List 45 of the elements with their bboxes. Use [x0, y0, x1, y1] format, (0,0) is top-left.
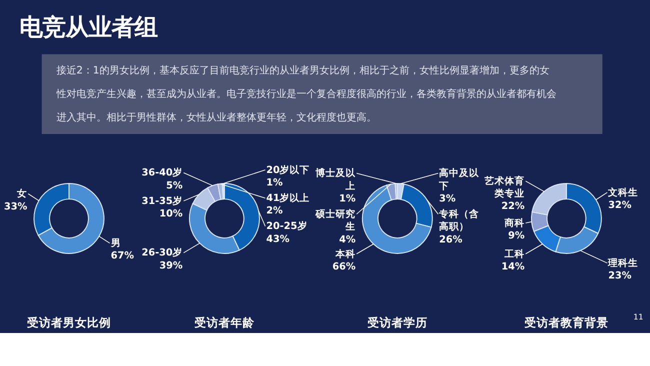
data-label: 67%: [110, 250, 134, 262]
slice-label: 理科生: [607, 256, 638, 269]
text: 受访者男女比例: [26, 315, 111, 330]
data-label: 2%: [266, 206, 283, 217]
data-label: 66%: [332, 261, 356, 272]
data-label: 9%: [508, 230, 525, 242]
slice-label: 20岁以下: [266, 164, 310, 176]
donut-slice: [362, 184, 432, 254]
slice-label: 36-40岁: [142, 166, 183, 179]
data-label: 23%: [608, 270, 632, 282]
data-label: 5%: [166, 180, 183, 192]
slice-label: 硕士研究生: [314, 208, 356, 233]
text: 接近2：1的男女比例，基本反应了目前电竞行业的从业者男女比例，相比于之前，女性比例显著增加，更多的女性对电竞产生兴趣，甚至成为从业者。电子竞技行业是一个复合程度很高的行业，各类教育背景的从业者都有机会进入其中。相比于男性群体，女性从业者整体更年轻，文化程度也更高。: [56, 66, 556, 124]
slice-label: 31-35岁: [142, 194, 183, 207]
text: 电竞从业者组: [19, 14, 158, 41]
slice-label: 女: [16, 188, 28, 200]
slice-label: 高中及以下: [438, 167, 480, 192]
data-label: 22%: [501, 201, 525, 212]
text: 受访者学历: [366, 315, 428, 330]
slice-label: 商科: [504, 216, 525, 229]
data-label: 32%: [608, 200, 632, 211]
data-label: 4%: [339, 234, 356, 246]
data-label: 26%: [439, 234, 463, 246]
text: 受访者教育背景: [523, 315, 608, 330]
data-label: 33%: [4, 201, 28, 212]
data-label: 39%: [159, 260, 183, 272]
data-label: 3%: [439, 193, 456, 204]
data-label: 1%: [339, 193, 356, 204]
slice-label: 文科生: [607, 186, 638, 198]
text: 11: [633, 312, 644, 322]
slice-label: 20-25岁: [266, 220, 308, 232]
data-label: 1%: [266, 177, 283, 188]
data-label: 14%: [501, 261, 525, 272]
slice-label: 26-30岁: [142, 246, 183, 259]
slice-label: 专科（含高职）: [438, 208, 480, 233]
donut-slice: [38, 183, 104, 254]
data-label: 10%: [159, 208, 183, 220]
slice-label: 艺术体育类专业: [484, 174, 525, 200]
slice-label: 41岁以上: [266, 192, 310, 204]
slice-label: 工科: [504, 248, 525, 260]
slice-label: 博士及以上: [314, 167, 357, 192]
data-label: 43%: [266, 234, 290, 245]
slice-label: 本科: [334, 248, 356, 260]
text: 受访者年龄: [193, 315, 256, 330]
slice-label: 男: [110, 237, 121, 250]
